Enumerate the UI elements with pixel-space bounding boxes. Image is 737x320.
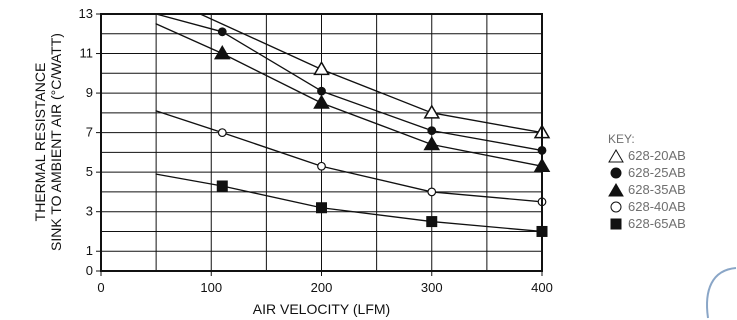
filled-square-marker-628-65AB-0 xyxy=(216,180,228,192)
open-triangle-marker-628-20AB-0 xyxy=(313,60,330,76)
filled-circle-marker-628-25AB-0 xyxy=(217,27,227,37)
legend-label: 628-40AB xyxy=(628,199,686,214)
legend-item-628-25AB: 628-25AB xyxy=(610,165,686,180)
legend-filled-triangle-icon xyxy=(608,183,624,197)
filled-square-marker-628-65AB-2 xyxy=(426,216,438,228)
decorative-arc-icon xyxy=(706,267,737,319)
x-tick-label: 400 xyxy=(531,280,553,295)
series-line-628-35AB xyxy=(155,23,542,167)
x-tick-label: 100 xyxy=(200,280,222,295)
legend-item-628-65AB: 628-65AB xyxy=(610,216,686,231)
filled-circle-marker-628-25AB-2 xyxy=(427,126,437,136)
x-tick-label: 300 xyxy=(421,280,443,295)
y-axis-title-line-2: SINK TO AMBIENT AIR (°C/WATT) xyxy=(48,33,64,251)
legend-label: 628-20AB xyxy=(628,148,686,163)
legend: KEY: 628-20AB 628-25AB 628-35AB 628-40AB 628-… xyxy=(608,132,686,231)
y-tick-label: 1 xyxy=(86,243,93,258)
y-tick-label: 5 xyxy=(86,164,93,179)
legend-item-628-35AB: 628-35AB xyxy=(608,182,686,197)
legend-item-628-40AB: 628-40AB xyxy=(610,199,686,214)
legend-label: 628-35AB xyxy=(628,182,686,197)
filled-square-marker-628-65AB-1 xyxy=(316,202,327,214)
y-tick-label: 3 xyxy=(86,204,93,219)
gridlines xyxy=(101,14,542,271)
legend-label: 628-65AB xyxy=(628,216,686,231)
series-line-628-20AB xyxy=(199,14,542,134)
x-tick-label: 0 xyxy=(97,280,104,295)
y-tick-label: 7 xyxy=(86,125,93,140)
filled-triangle-marker-628-35AB-1 xyxy=(313,94,330,109)
filled-circle-marker-628-25AB-1 xyxy=(317,86,326,96)
open-circle-marker-628-40AB-1 xyxy=(317,161,326,171)
open-circle-marker-628-40AB-2 xyxy=(427,187,437,197)
series-line-628-65AB xyxy=(155,173,542,233)
axes xyxy=(96,13,543,276)
legend-filled-square-icon xyxy=(610,218,622,230)
open-triangle-marker-628-20AB-1 xyxy=(423,104,441,119)
legend-filled-circle-icon xyxy=(610,167,622,179)
legend-title: KEY: xyxy=(608,132,635,146)
y-axis-title-line-1: THERMAL RESISTANCE xyxy=(32,63,48,222)
y-tick-label: 11 xyxy=(80,46,94,61)
legend-label: 628-25AB xyxy=(628,165,686,180)
filled-triangle-marker-628-35AB-2 xyxy=(423,135,441,151)
filled-triangle-marker-628-35AB-0 xyxy=(213,45,231,60)
y-tick-label: 13 xyxy=(79,6,93,21)
legend-item-628-20AB: 628-20AB xyxy=(608,148,686,163)
series-lines xyxy=(155,14,542,233)
series-line-628-40AB xyxy=(155,110,542,203)
x-tick-label: 200 xyxy=(311,280,333,295)
open-circle-marker-628-40AB-0 xyxy=(217,128,227,138)
x-axis-title: AIR VELOCITY (LFM) xyxy=(253,301,390,317)
legend-open-triangle-icon xyxy=(608,149,624,163)
y-axis-title: THERMAL RESISTANCESINK TO AMBIENT AIR (°… xyxy=(32,33,64,251)
legend-open-circle-icon xyxy=(610,201,622,213)
y-tick-label: 0 xyxy=(86,263,93,278)
y-tick-label: 9 xyxy=(86,85,93,100)
